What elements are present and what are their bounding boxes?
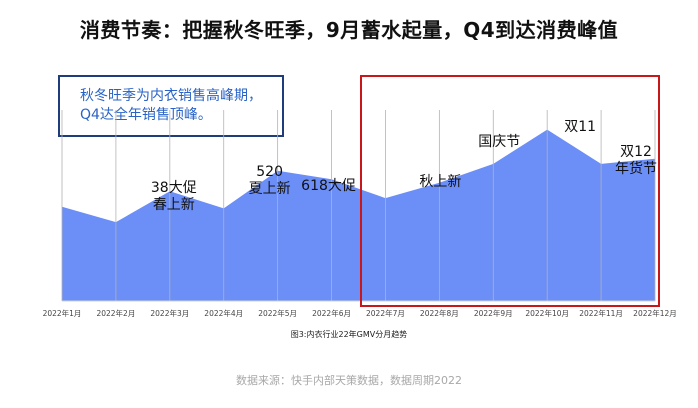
x-tick-label: 2022年2月 [96, 308, 135, 318]
event-annotation-label: 520 [256, 164, 283, 180]
x-tick-label: 2022年12月 [633, 308, 677, 318]
event-annotation-label: 年货节 [615, 160, 657, 177]
x-tick-label: 2022年6月 [312, 308, 351, 318]
event-annotation-label: 国庆节 [478, 134, 520, 150]
event-annotation-label: 双12 [620, 144, 652, 160]
gridlines-over-area [61, 110, 656, 302]
q4-highlight-box [360, 75, 660, 307]
event-annotation-label: 春上新 [153, 197, 195, 213]
x-tick-labels: 2022年1月 2022年2月 2022年3月 2022年4月 2022年5月 2022年… [43, 308, 677, 318]
x-tick-label: 2022年9月 [474, 308, 513, 318]
page-title: 消费节奏：把握秋冬旺季，9月蓄水起量，Q4到达消费峰值 [79, 18, 619, 42]
event-annotation-label: 夏上新 [249, 181, 291, 197]
x-tick-label: 2022年5月 [258, 308, 297, 318]
event-annotation-label: 双11 [564, 119, 596, 135]
event-annotation-label: 秋上新 [419, 174, 461, 190]
event-annotation-label: 38大促 [151, 180, 197, 196]
x-tick-label: 2022年7月 [366, 308, 405, 318]
insight-callout: 秋冬旺季为内衣销售高峰期， Q4达全年销售顶峰。 [58, 75, 284, 137]
callout-line-1: 秋冬旺季为内衣销售高峰期， [80, 88, 262, 104]
chart-caption: 图3:内衣行业22年GMV分月趋势 [290, 330, 408, 339]
x-tick-label: 2022年3月 [150, 308, 189, 318]
callout-line-2: Q4达全年销售顶峰。 [80, 107, 212, 123]
x-tick-label: 2022年10月 [525, 308, 569, 318]
x-tick-label: 2022年8月 [420, 308, 459, 318]
data-source-note: 数据来源：快手内部天策数据，数据周期2022 [236, 374, 462, 387]
x-tick-label: 2022年4月 [204, 308, 243, 318]
event-annotation-label: 618大促 [301, 178, 356, 194]
x-tick-label: 2022年1月 [43, 308, 82, 318]
x-tick-label: 2022年11月 [579, 308, 623, 318]
gmv-area [62, 129, 655, 301]
